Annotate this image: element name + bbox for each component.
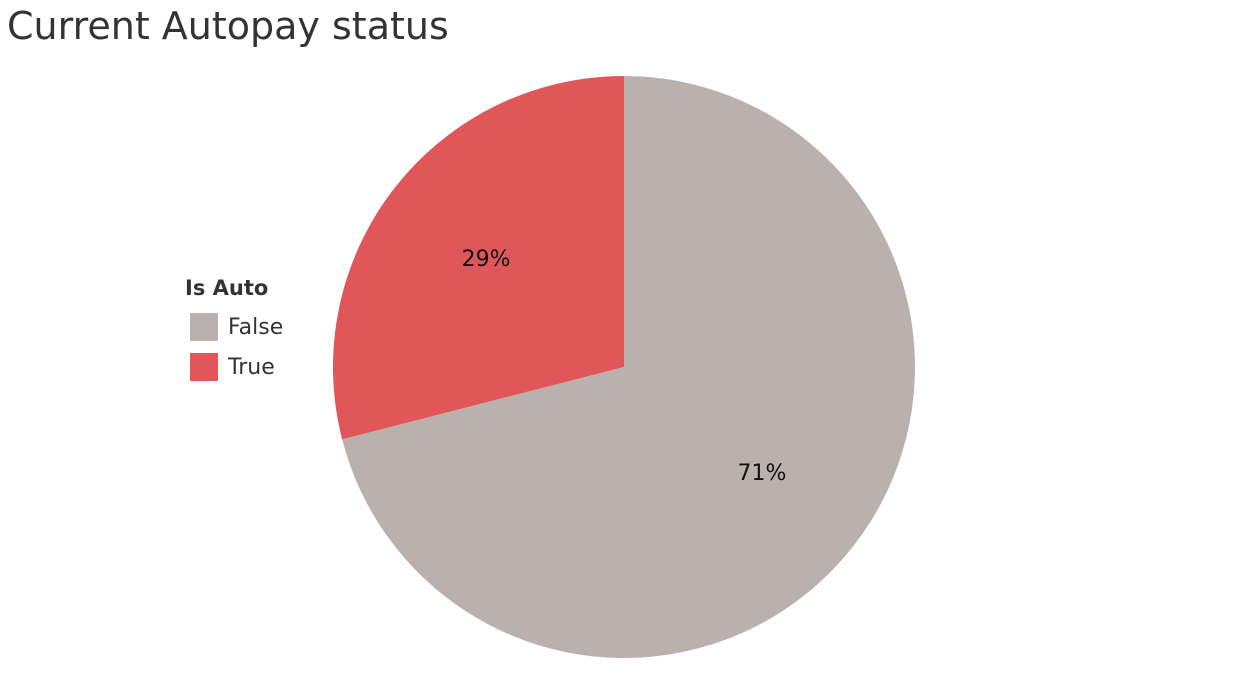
- legend-item-false[interactable]: False: [185, 307, 283, 347]
- legend-swatch-false: [190, 313, 218, 341]
- pie-slice-false[interactable]: [342, 76, 915, 658]
- chart-title: Current Autopay status: [7, 4, 449, 48]
- legend-label-true: True: [228, 354, 275, 380]
- legend-title: Is Auto: [185, 276, 269, 300]
- legend-label-false: False: [228, 314, 284, 340]
- legend-swatch-true: [190, 353, 218, 381]
- legend-item-true[interactable]: True: [185, 347, 283, 387]
- pie-slice-true[interactable]: [333, 76, 624, 440]
- slice-label-false: 71%: [738, 461, 787, 486]
- slice-label-true: 29%: [462, 247, 511, 272]
- legend: Is Auto False True: [185, 276, 283, 387]
